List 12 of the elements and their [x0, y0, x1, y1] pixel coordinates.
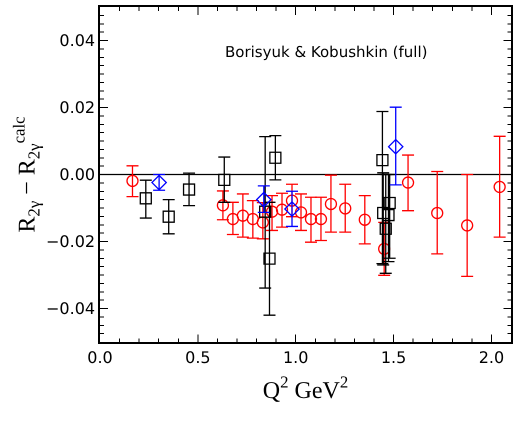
x-axis-title: Q$^{2}$ GeV$^{2}$ [262, 372, 348, 404]
x-tick-label: 0.0 [87, 348, 113, 367]
y-tick-label: 0.00 [59, 165, 96, 184]
x-tick-label: 0.5 [185, 348, 211, 367]
x-tick-label: 1.0 [282, 348, 308, 367]
annotation: Borisyuk & Kobushkin (full) [225, 43, 428, 61]
y-tick-label: 0.04 [59, 31, 96, 50]
y-tick-label: 0.02 [59, 98, 96, 118]
y-tick-label: −0.02 [46, 232, 96, 252]
x-tick-label: 1.5 [380, 348, 406, 367]
y-tick-label: −0.04 [46, 299, 96, 318]
x-tick-label: 2.0 [478, 348, 504, 367]
